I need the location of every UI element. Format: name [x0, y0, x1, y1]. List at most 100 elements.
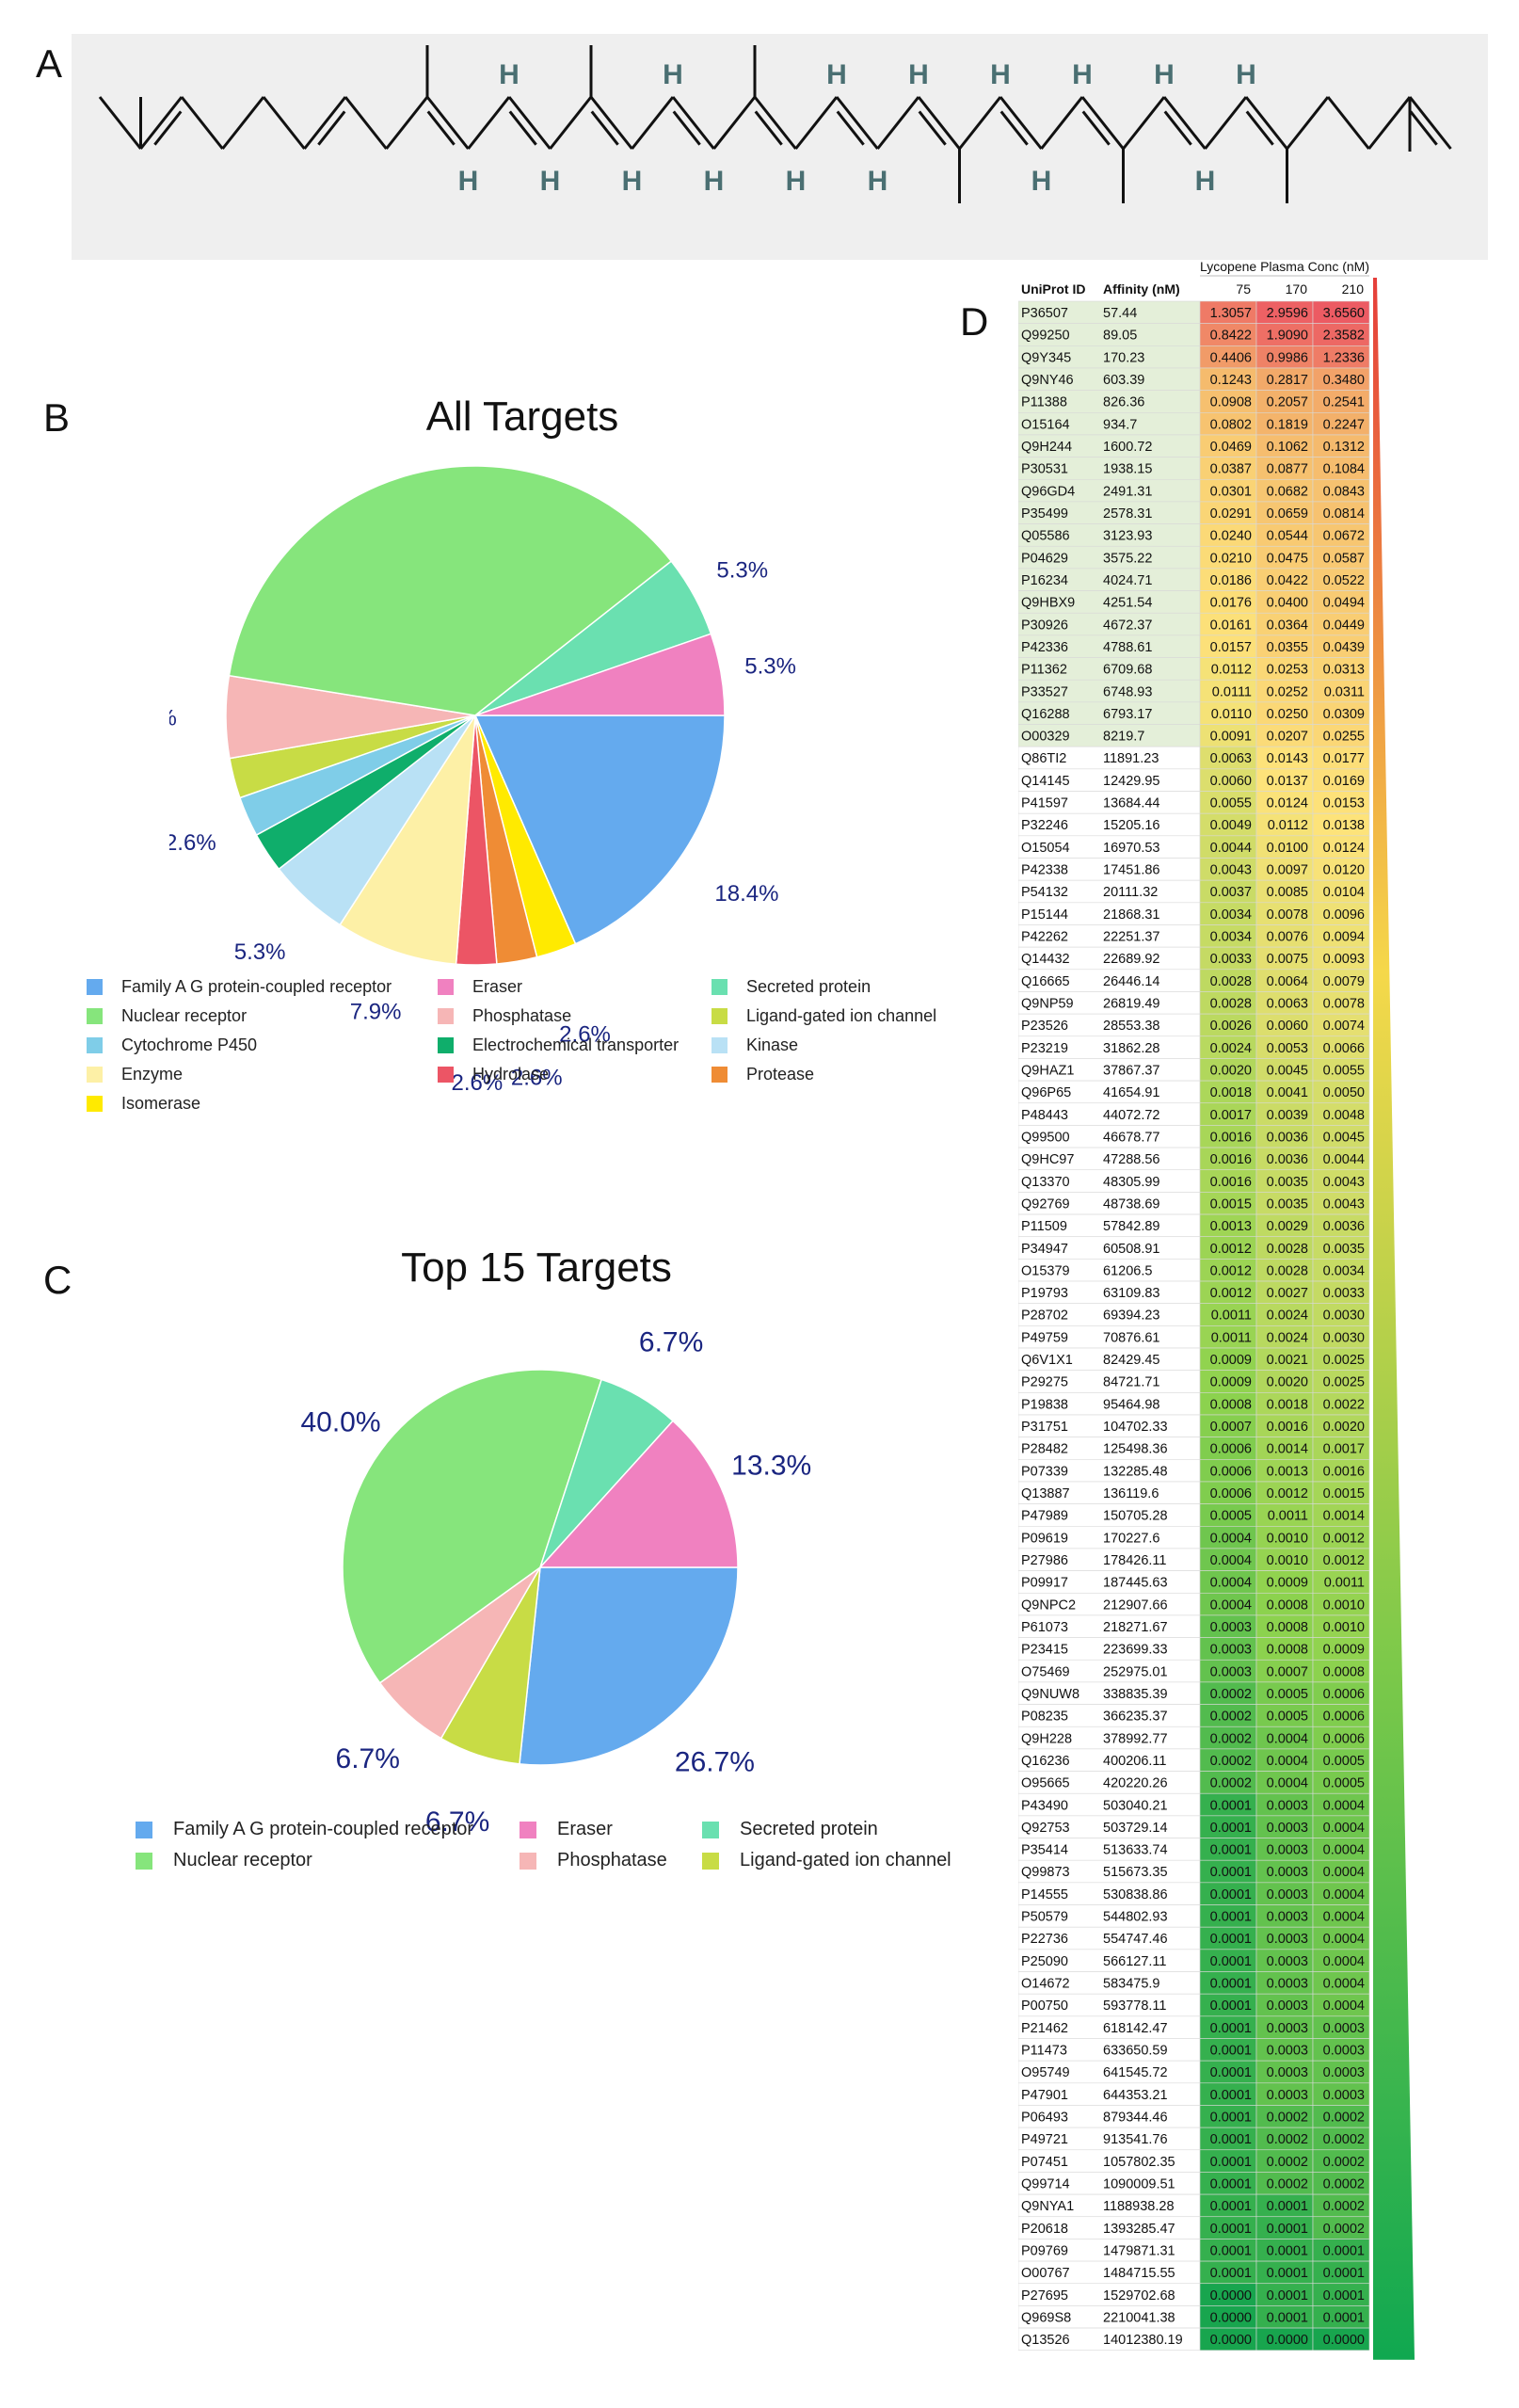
table-row: P28702 69394.23 0.0011 0.0024 0.0030: [1018, 1303, 1370, 1326]
table-cell: 0.0003: [1210, 1664, 1252, 1679]
table-cell: 0.0055: [1323, 1063, 1365, 1078]
table-cell: 0.0004: [1323, 1910, 1365, 1925]
table-cell: 95464.98: [1103, 1397, 1159, 1412]
table-row: P23415 223699.33 0.0003 0.0008 0.0009: [1018, 1637, 1370, 1661]
table-cell: 0.0004: [1323, 1954, 1365, 1969]
table-cell: 0.0022: [1323, 1397, 1365, 1412]
table-cell: 0.0012: [1210, 1263, 1252, 1278]
bond: [98, 96, 142, 150]
table-row: Q9NY46 603.39 0.1243 0.2817 0.3480: [1018, 367, 1370, 391]
table-row: P09917 187445.63 0.0004 0.0009 0.0011: [1018, 1570, 1370, 1594]
legend-item-nuclear-receptor: Nuclear receptor: [87, 1006, 247, 1026]
table-cell: 0.0007: [1267, 1664, 1308, 1679]
table-row: O15164 934.7 0.0802 0.1819 0.2247: [1018, 412, 1370, 436]
table-cell: 0.0001: [1210, 1821, 1252, 1836]
table-row: Q6V1X1 82429.45 0.0009 0.0021 0.0025: [1018, 1347, 1370, 1371]
table-cell: Q92769: [1021, 1196, 1070, 1212]
table-row: Q9HBX9 4251.54 0.0176 0.0400 0.0494: [1018, 590, 1370, 614]
table-cell: 0.0002: [1323, 2199, 1365, 2214]
table-row: P48443 44072.72 0.0017 0.0039 0.0048: [1018, 1102, 1370, 1126]
bond: [917, 96, 961, 150]
table-row: P23219 31862.28 0.0024 0.0053 0.0066: [1018, 1035, 1370, 1059]
table-row: P16234 4024.71 0.0186 0.0422 0.0522: [1018, 568, 1370, 591]
table-cell: 0.0074: [1323, 1019, 1365, 1034]
pie-slice-label: 5.3%: [716, 557, 768, 583]
legend-swatch: [712, 979, 728, 995]
bond: [753, 96, 797, 150]
legend-swatch: [520, 1821, 536, 1838]
bond: [1286, 96, 1330, 150]
table-cell: 0.0006: [1210, 1486, 1252, 1501]
table-cell: 0.0002: [1267, 2155, 1308, 2170]
table-cell: 0.0035: [1267, 1196, 1308, 1212]
table-cell: 0.0802: [1210, 417, 1252, 432]
table-cell: 21868.31: [1103, 907, 1159, 923]
table-row: Q13370 48305.99 0.0016 0.0035 0.0043: [1018, 1169, 1370, 1193]
double-bond: [999, 110, 1029, 146]
table-cell: O00329: [1021, 730, 1070, 745]
double-bond: [672, 110, 701, 146]
table-cell: 0.0003: [1267, 1887, 1308, 1902]
table-cell: 0.0045: [1323, 1130, 1365, 1145]
table-row: P27986 178426.11 0.0004 0.0010 0.0012: [1018, 1548, 1370, 1571]
pie-slice-eraser: [474, 633, 726, 716]
table-cell: P34947: [1021, 1242, 1068, 1257]
table-cell: 0.0003: [1267, 1932, 1308, 1947]
table-cell: 0.3480: [1323, 373, 1365, 388]
table-cell: 0.0043: [1323, 1196, 1365, 1212]
table-cell: P19838: [1021, 1397, 1068, 1412]
table-cell: P21462: [1021, 2021, 1068, 2036]
table-cell: P27986: [1021, 1553, 1068, 1568]
table-cell: 0.0060: [1267, 1019, 1308, 1034]
table-cell: 0.0000: [1267, 2333, 1308, 2348]
table-cell: 0.0078: [1267, 907, 1308, 923]
table-cell: 0.0009: [1210, 1375, 1252, 1390]
table-cell: P42336: [1021, 640, 1068, 655]
bond: [1367, 96, 1412, 150]
table-cell: 515673.35: [1103, 1865, 1168, 1880]
table-cell: 0.0035: [1323, 1242, 1365, 1257]
pie-slice-nuclear-receptor: [228, 465, 673, 716]
table-row: P15144 21868.31 0.0034 0.0078 0.0096: [1018, 902, 1370, 925]
table-cell: 0.0877: [1267, 462, 1308, 477]
bond: [344, 96, 388, 150]
table-cell: Q13370: [1021, 1175, 1070, 1190]
table-cell: 0.0091: [1210, 730, 1252, 745]
table-cell: P30531: [1021, 462, 1068, 477]
legend-swatch: [87, 1037, 103, 1053]
table-cell: Q99873: [1021, 1865, 1070, 1880]
table-cell: 0.0000: [1210, 2288, 1252, 2304]
table-cell: 0.0001: [1210, 2132, 1252, 2147]
double-bond: [918, 110, 947, 146]
table-cell: 0.0060: [1210, 774, 1252, 789]
double-bond: [1409, 110, 1438, 146]
table-cell: 48738.69: [1103, 1196, 1159, 1212]
table-cell: 0.0005: [1210, 1509, 1252, 1524]
table-row: P23526 28553.38 0.0026 0.0060 0.0074: [1018, 1013, 1370, 1037]
table-cell: 1479871.31: [1103, 2243, 1175, 2258]
table-cell: 0.0001: [1210, 2266, 1252, 2281]
table-cell: 3123.93: [1103, 529, 1152, 544]
table-cell: 0.0003: [1267, 1821, 1308, 1836]
table-cell: 0.0045: [1267, 1063, 1308, 1078]
table-cell: 503040.21: [1103, 1798, 1168, 1813]
table-cell: 0.0814: [1323, 506, 1365, 522]
pie-slice-label: 2.6%: [511, 1065, 563, 1090]
table-cell: 0.0063: [1267, 996, 1308, 1011]
bond: [221, 96, 265, 150]
table-cell: P23219: [1021, 1041, 1068, 1056]
table-cell: 0.0055: [1210, 796, 1252, 811]
table-cell: 26446.14: [1103, 974, 1159, 989]
table-cell: 0.0001: [1323, 2288, 1365, 2304]
bond: [467, 96, 511, 150]
table-cell: 0.0049: [1210, 818, 1252, 833]
table-cell: 0.0138: [1323, 818, 1365, 833]
table-cell: 6709.68: [1103, 663, 1152, 678]
table-row: P42338 17451.86 0.0043 0.0097 0.0120: [1018, 858, 1370, 881]
table-cell: 0.0001: [1267, 2199, 1308, 2214]
table-cell: O15164: [1021, 417, 1070, 432]
table-cell: 0.0003: [1267, 1843, 1308, 1858]
table-row: Q16665 26446.14 0.0028 0.0064 0.0079: [1018, 969, 1370, 992]
table-cell: 0.0301: [1210, 484, 1252, 499]
table-cell: 0.0001: [1267, 2222, 1308, 2237]
